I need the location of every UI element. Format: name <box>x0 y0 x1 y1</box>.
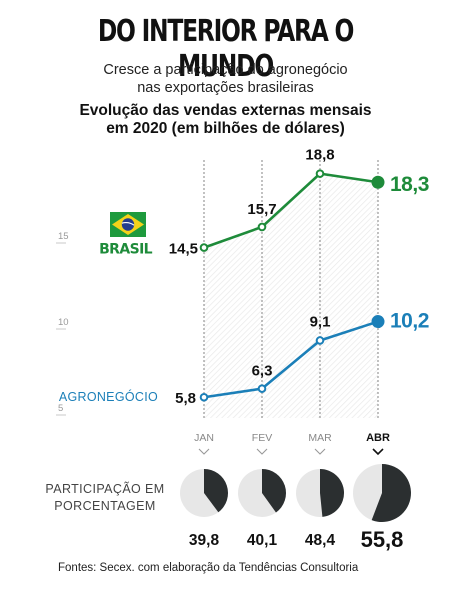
data-label: 15,7 <box>247 201 276 218</box>
chart-heading-line-2: em 2020 (em bilhões de dólares) <box>106 120 345 137</box>
pie-slice <box>320 469 345 517</box>
x-tick-label: JAN <box>194 432 214 444</box>
participation-label-line-1: PARTICIPAÇÃO EM <box>45 482 165 496</box>
subtitle-line-2: nas exportações brasileiras <box>137 80 314 96</box>
participation-label-line-2: PORCENTAGEM <box>54 499 156 513</box>
data-label: 18,8 <box>305 147 334 164</box>
data-label: 6,3 <box>252 363 273 380</box>
data-label: 10,2 <box>390 310 429 333</box>
y-tick-label: 15 <box>58 231 69 242</box>
data-label: 18,3 <box>390 173 429 196</box>
participation-value: 48,4 <box>305 532 336 549</box>
brazil-flag-icon <box>110 212 146 237</box>
chevron-down-icon <box>314 448 326 455</box>
pie-slice <box>204 469 229 513</box>
chart-heading-line-1: Evolução das vendas externas mensais <box>79 102 372 119</box>
data-label: 5,8 <box>175 390 196 407</box>
participation-value: 40,1 <box>247 532 278 549</box>
data-point <box>371 175 385 189</box>
participation-value: 55,8 <box>361 527 404 552</box>
data-point <box>315 336 325 345</box>
data-label: 14,5 <box>169 241 198 258</box>
chevron-down-icon <box>198 448 210 455</box>
main-title: DO INTERIOR PARA O MUNDO <box>97 14 355 84</box>
participation-value: 39,8 <box>189 532 220 549</box>
x-tick-label: FEV <box>252 432 272 444</box>
series-line-agronegocio <box>203 320 379 399</box>
x-tick-label: ABR <box>366 432 390 444</box>
data-point <box>371 315 385 329</box>
y-tick-label: 5 <box>58 403 63 414</box>
chevron-down-icon <box>256 448 268 455</box>
series-line-brasil <box>203 172 379 249</box>
data-point <box>257 384 267 393</box>
subtitle-line-1: Cresce a participação do agronegócio <box>103 62 348 78</box>
pie-slice <box>262 469 286 513</box>
data-point <box>199 392 209 402</box>
pie-slice <box>371 464 411 522</box>
source-note: Fontes: Secex. com elaboração da Tendênc… <box>58 562 359 574</box>
series-name-brasil: BRASIL <box>99 242 153 258</box>
y-tick-label: 10 <box>58 317 69 328</box>
series-name-agronegocio: AGRONEGÓCIO <box>59 389 158 404</box>
x-tick-label: MAR <box>308 432 332 444</box>
data-label: 9,1 <box>310 313 331 330</box>
chevron-down-icon <box>372 448 384 456</box>
data-point <box>199 243 209 252</box>
data-point <box>257 222 267 232</box>
data-point <box>315 169 325 178</box>
